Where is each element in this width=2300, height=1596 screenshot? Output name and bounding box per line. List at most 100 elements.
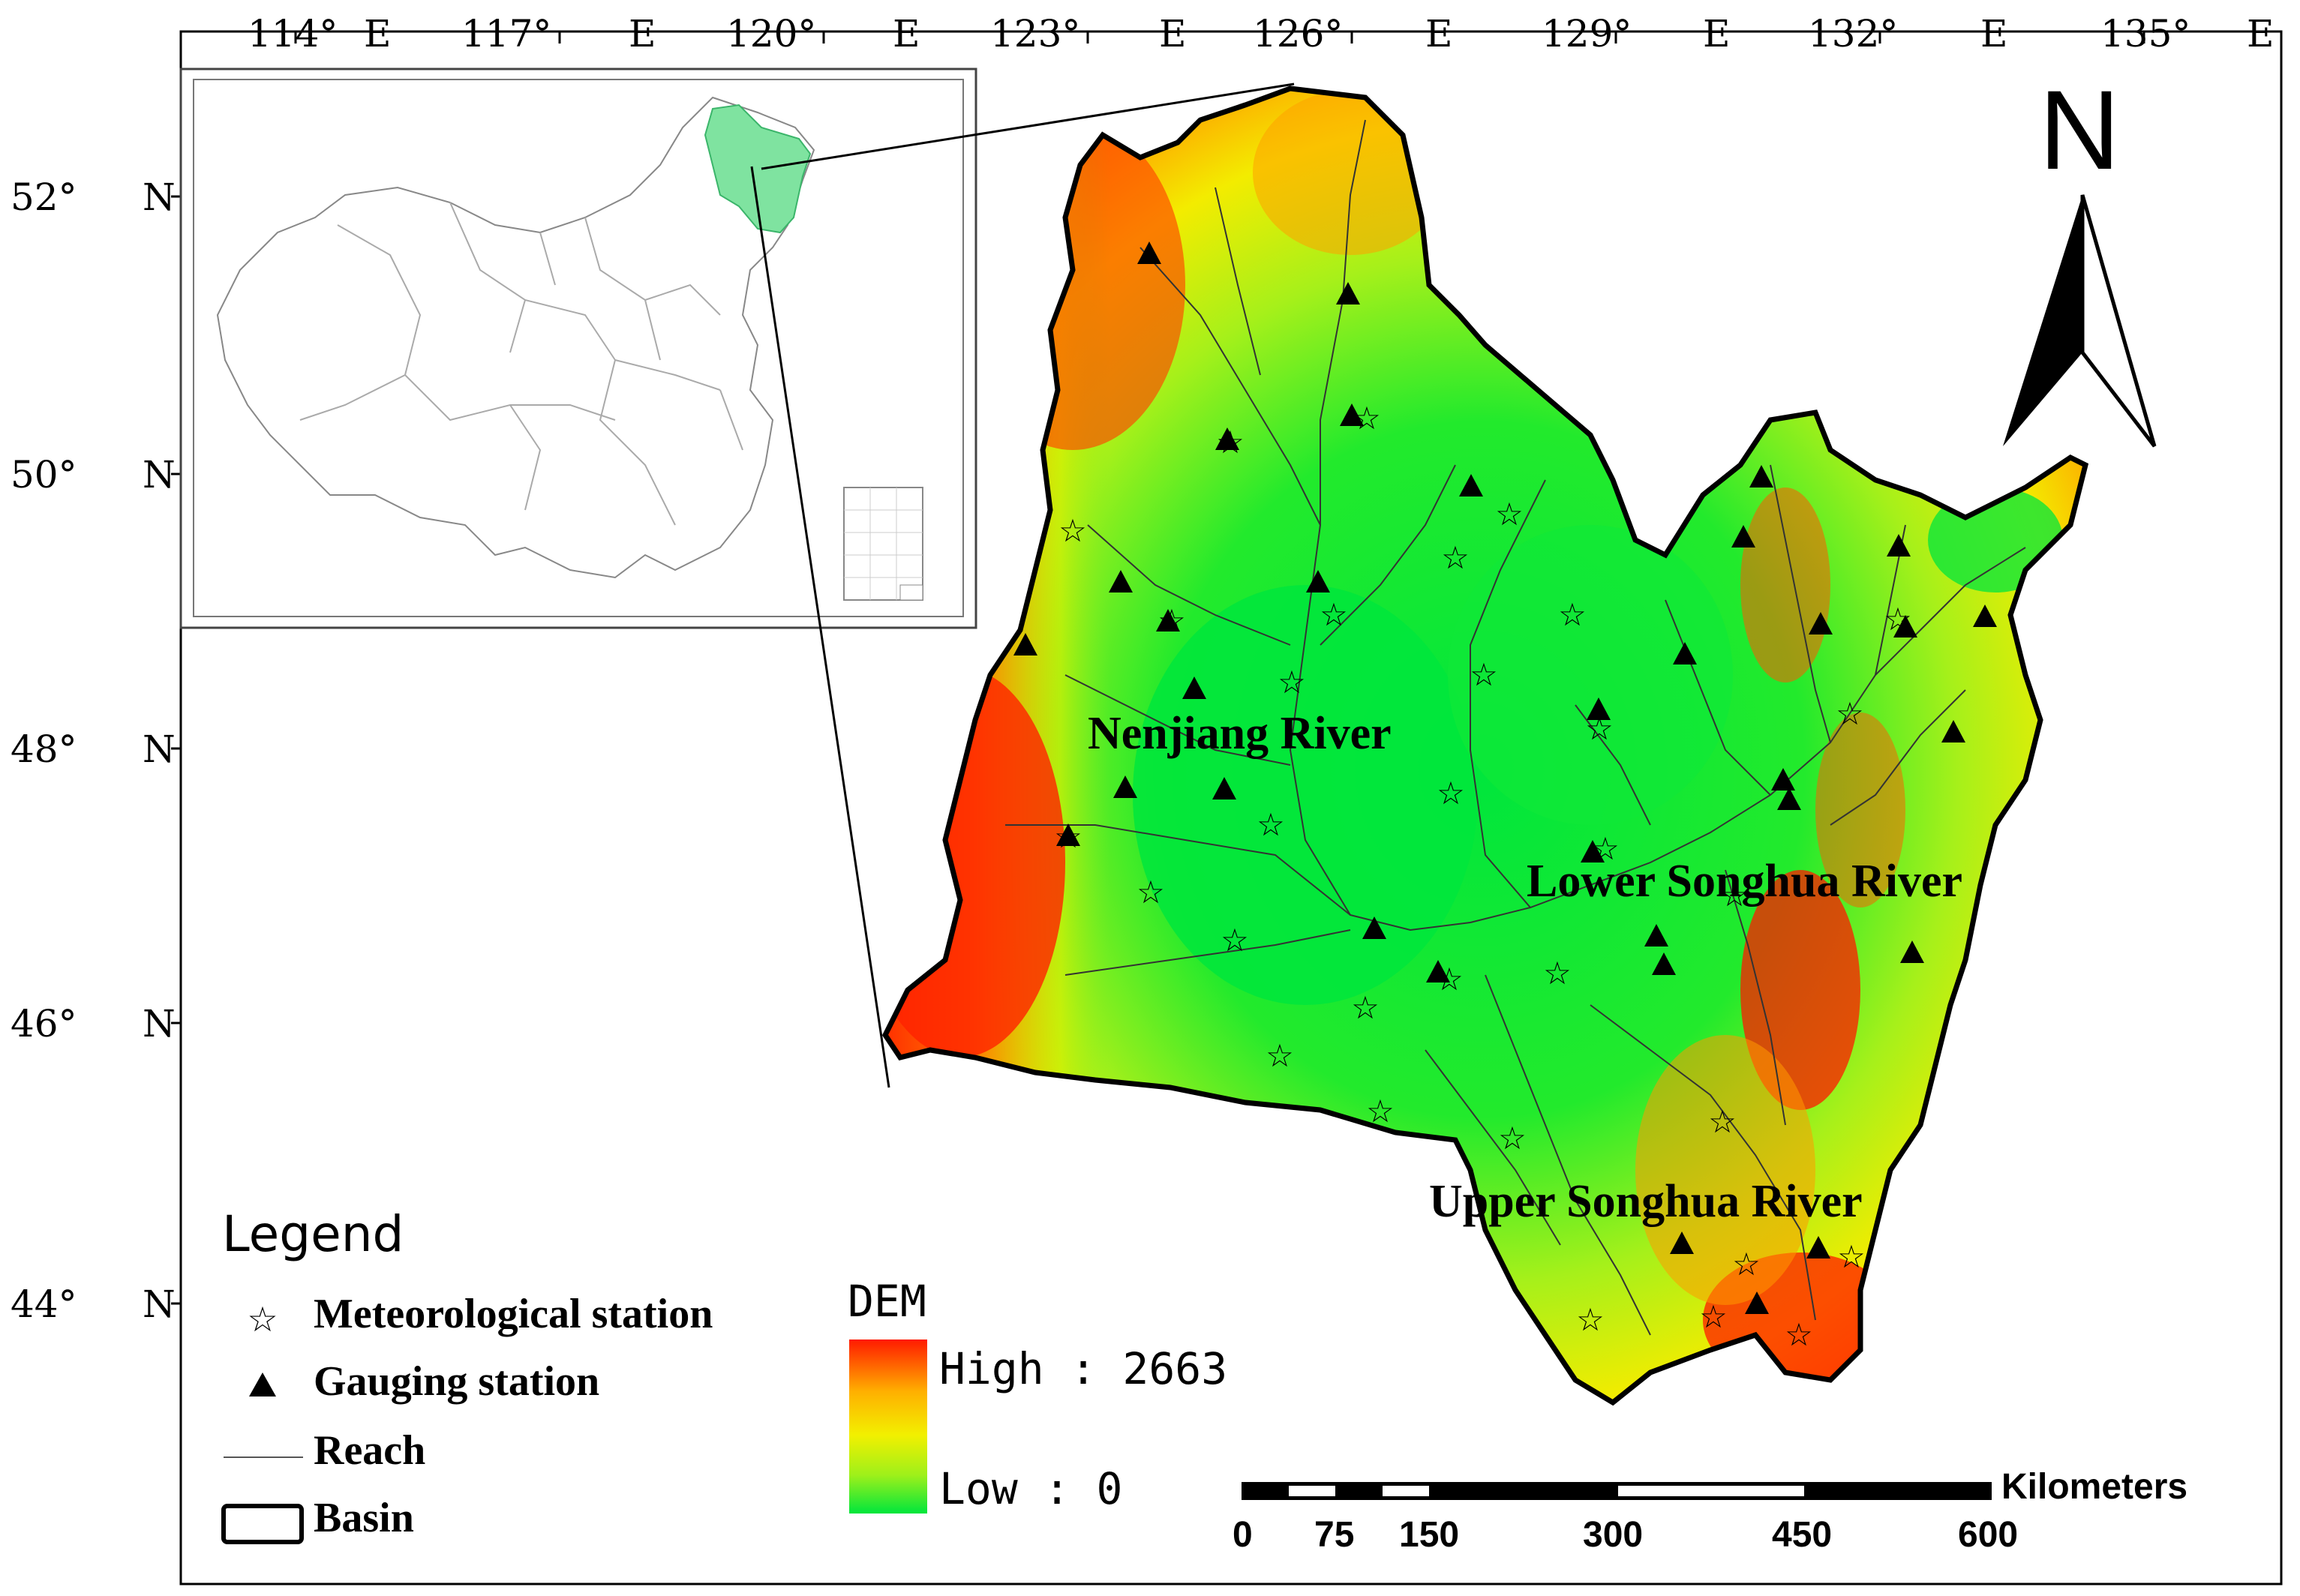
gauging-station <box>1777 788 1801 810</box>
meteorological-station: ☆ <box>1058 512 1087 549</box>
gauging-station <box>1459 474 1483 496</box>
scale-label: 150 <box>1399 1515 1459 1555</box>
scale-label: 75 <box>1314 1515 1354 1555</box>
gauging-station <box>1670 1232 1694 1254</box>
gauging-stations <box>1013 242 1997 1314</box>
meteorological-star-icon: ☆ <box>247 1299 278 1340</box>
north-arrow-left-half <box>2003 195 2082 446</box>
meteorological-station: ☆ <box>1543 955 1572 992</box>
gauging-station <box>1156 609 1180 632</box>
meteorological-station: ☆ <box>1576 1301 1605 1338</box>
meteorological-station: ☆ <box>1136 874 1165 910</box>
svg-text:126°: 126° <box>1253 12 1343 56</box>
left-tick: 46° N <box>11 1002 181 1046</box>
svg-text:E: E <box>1425 12 1453 56</box>
svg-text:N: N <box>143 453 176 496</box>
gauging-station <box>1771 768 1795 790</box>
gauging-station <box>1900 940 1924 963</box>
scale-label: 600 <box>1958 1515 2018 1555</box>
gauging-station <box>1182 676 1206 699</box>
svg-text:135°: 135° <box>2100 12 2190 56</box>
north-arrow: N <box>2003 67 2157 448</box>
south-china-sea-box <box>843 487 923 601</box>
gauging-station <box>1362 916 1386 939</box>
north-arrow-right-half <box>2080 194 2157 448</box>
gauging-station <box>1109 570 1133 592</box>
meteorological-station: ☆ <box>1054 818 1082 855</box>
meteorological-station: ☆ <box>1732 1246 1761 1282</box>
left-tick: 52° N <box>11 176 181 219</box>
gauging-station <box>1806 1236 1830 1258</box>
meteorological-station: ☆ <box>1435 961 1464 998</box>
meteorological-station: ☆ <box>1266 1037 1294 1074</box>
svg-text:N: N <box>143 1002 176 1046</box>
svg-text:N: N <box>143 728 176 771</box>
top-tick: 132° E <box>1808 12 2008 56</box>
legend-title: Legend <box>222 1205 404 1263</box>
dem-low-label: Low : 0 <box>939 1463 1122 1514</box>
gauging-station <box>1137 242 1161 264</box>
gauging-station <box>1113 776 1137 798</box>
svg-text:132°: 132° <box>1808 12 1898 56</box>
scale-label: 450 <box>1772 1515 1832 1555</box>
top-tick: 120° E <box>726 12 920 56</box>
gauging-station <box>1336 282 1360 304</box>
inset-highlight-region <box>704 104 812 234</box>
meteorological-station: ☆ <box>1353 400 1381 436</box>
top-tick: 114° E <box>248 12 392 56</box>
gauging-station <box>1973 604 1997 627</box>
left-tick: 44° N <box>11 1282 181 1326</box>
svg-text:129°: 129° <box>1542 12 1632 56</box>
dem-legend: DEM High : 2663 Low : 0 <box>848 1276 1227 1514</box>
top-tick: 117° E <box>461 12 656 56</box>
svg-text:44°: 44° <box>11 1282 77 1326</box>
meteorological-station: ☆ <box>1495 496 1524 532</box>
svg-text:E: E <box>893 12 920 56</box>
meteorological-station: ☆ <box>1278 664 1306 700</box>
svg-text:123°: 123° <box>990 12 1080 56</box>
meteorological-station: ☆ <box>1836 695 1864 732</box>
left-tick: 48° N <box>11 728 181 771</box>
legend-label-reach: Reach <box>314 1427 425 1474</box>
svg-text:E: E <box>364 12 392 56</box>
legend-label-meteorological: Meteorological station <box>314 1291 713 1337</box>
svg-text:52°: 52° <box>11 176 77 219</box>
gauging-station <box>1013 633 1037 656</box>
meteorological-station: ☆ <box>1441 539 1470 576</box>
top-tick: 129° E <box>1542 12 1731 56</box>
south-china-sea-subbox <box>899 584 923 601</box>
gauging-station <box>1893 615 1917 638</box>
dem-title: DEM <box>848 1276 926 1327</box>
meteorological-station: ☆ <box>1216 424 1245 460</box>
scale-label: 0 <box>1233 1515 1253 1555</box>
scale-label: 300 <box>1583 1515 1643 1555</box>
map-frame <box>179 30 2283 1586</box>
meteorological-station: ☆ <box>1470 656 1498 693</box>
dem-color-ramp <box>849 1340 927 1514</box>
dem-high-label: High : 2663 <box>939 1343 1227 1394</box>
meteorological-station: ☆ <box>1158 602 1186 639</box>
inset-frame-inner <box>193 79 964 617</box>
gauging-station <box>1745 1292 1769 1314</box>
meteorological-station: ☆ <box>1366 1093 1395 1130</box>
meteorological-station: ☆ <box>1221 922 1249 958</box>
gauging-station <box>1652 952 1676 975</box>
svg-text:120°: 120° <box>726 12 816 56</box>
meteorological-station: ☆ <box>1437 775 1465 812</box>
basin-box-icon <box>221 1504 304 1544</box>
connector-line-bottom <box>750 166 890 1088</box>
svg-text:E: E <box>1980 12 2008 56</box>
gauging-station <box>1306 570 1330 592</box>
legend-label-basin: Basin <box>314 1495 414 1541</box>
meteorological-station: ☆ <box>1257 806 1285 843</box>
inset-map <box>179 68 977 629</box>
meteorological-station: ☆ <box>1699 1298 1728 1335</box>
south-china-sea-grid <box>844 488 923 600</box>
gauging-station <box>1941 720 1965 742</box>
gauging-station <box>1340 404 1364 426</box>
svg-text:N: N <box>2039 67 2120 193</box>
gauging-station <box>1887 534 1911 556</box>
svg-text:E: E <box>629 12 656 56</box>
meteorological-station: ☆ <box>1785 1316 1813 1353</box>
meteorological-station: ☆ <box>1585 710 1614 747</box>
